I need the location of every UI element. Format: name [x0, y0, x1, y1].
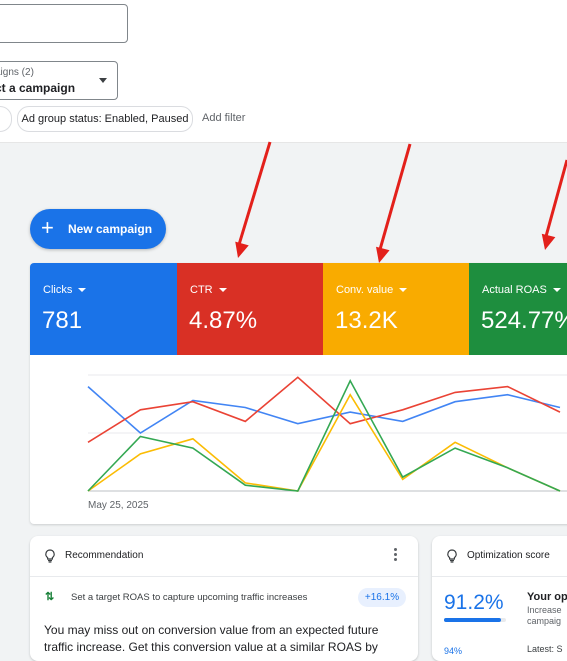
performance-panel: Clicks 781 CTR 4.87% Conv. value 13.2K A…	[30, 263, 567, 524]
metric-label: CTR	[190, 284, 213, 296]
metric-actual-roas[interactable]: Actual ROAS 524.77%	[469, 263, 567, 355]
annotation-arrowhead-2	[541, 233, 556, 250]
chart-series-line-3	[87, 379, 561, 492]
chart-series-line-0	[87, 386, 561, 434]
metric-clicks[interactable]: Clicks 781	[30, 263, 177, 355]
recommendation-headline[interactable]: Set a target ROAS to capture upcoming tr…	[71, 592, 308, 603]
new-campaign-button[interactable]: + New campaign	[30, 209, 166, 249]
metric-conv-value[interactable]: Conv. value 13.2K	[323, 263, 469, 355]
optimization-score-value: 91.2%	[444, 591, 504, 614]
recommendation-card: Recommendation ⇅ Set a target ROAS to ca…	[30, 536, 418, 661]
dropdown-caret-icon	[78, 288, 87, 293]
metric-ctr[interactable]: CTR 4.87%	[177, 263, 323, 355]
recommendation-title: Recommendation	[65, 550, 144, 561]
metric-value: 4.87%	[189, 307, 258, 334]
campaign-select-value: ct a campaign	[0, 81, 76, 95]
campaign-select-label: aigns (2)	[0, 67, 34, 78]
plus-icon: +	[41, 215, 54, 240]
more-options-icon[interactable]	[394, 548, 398, 563]
metric-label: Conv. value	[336, 284, 394, 296]
optimization-subtext-line: campaig	[527, 616, 562, 626]
chart-x-start-label: May 25, 2025	[88, 500, 149, 511]
annotation-arrow-0	[236, 141, 272, 249]
optimization-small-pct: 94%	[444, 646, 463, 656]
optimization-score-card: Optimization score 91.2% Your op Increas…	[432, 536, 567, 661]
optimization-title: Optimization score	[467, 550, 550, 561]
metric-label-row: Actual ROAS	[482, 284, 561, 296]
optimization-latest: Latest: S	[527, 644, 563, 654]
trend-arrows-icon: ⇅	[45, 591, 55, 603]
dropdown-caret-icon	[552, 288, 561, 293]
uplift-badge: +16.1%	[358, 588, 406, 607]
dropdown-caret-icon	[218, 288, 227, 293]
annotation-arrowhead-0	[235, 241, 249, 258]
optimization-score-bar	[444, 618, 506, 622]
ad-group-status-chip[interactable]: Ad group status: Enabled, Paused	[17, 106, 193, 132]
lightbulb-icon	[447, 549, 457, 563]
performance-line-chart	[87, 374, 567, 492]
dropdown-caret-icon	[99, 78, 107, 83]
search-input[interactable]	[0, 4, 128, 43]
metric-value: 13.2K	[335, 307, 398, 334]
add-filter-button[interactable]: Add filter	[202, 112, 246, 124]
metric-value: 524.77%	[481, 307, 567, 334]
metric-label-row: CTR	[190, 284, 227, 296]
divider	[432, 576, 567, 577]
divider	[30, 576, 418, 577]
campaign-select[interactable]: aigns (2) ct a campaign	[0, 61, 118, 100]
dropdown-caret-icon	[399, 288, 408, 293]
annotation-arrowhead-1	[376, 246, 390, 263]
metric-label-row: Conv. value	[336, 284, 408, 296]
lightbulb-icon	[45, 549, 55, 563]
chart-series-line-1	[87, 376, 561, 443]
optimization-score-bar-fill	[444, 618, 501, 622]
metric-value: 781	[42, 307, 83, 334]
annotation-arrow-2	[543, 159, 567, 241]
optimization-subtext: Increase campaig	[527, 605, 562, 627]
chart-series-line-2	[87, 393, 561, 492]
annotation-arrow-1	[377, 143, 412, 254]
metric-label: Clicks	[43, 284, 73, 296]
new-campaign-label: New campaign	[68, 222, 153, 236]
metric-label-row: Clicks	[43, 284, 87, 296]
metric-label: Actual ROAS	[482, 284, 547, 296]
optimization-subtext-line: Increase	[527, 605, 562, 615]
optimization-heading: Your op	[527, 591, 567, 603]
